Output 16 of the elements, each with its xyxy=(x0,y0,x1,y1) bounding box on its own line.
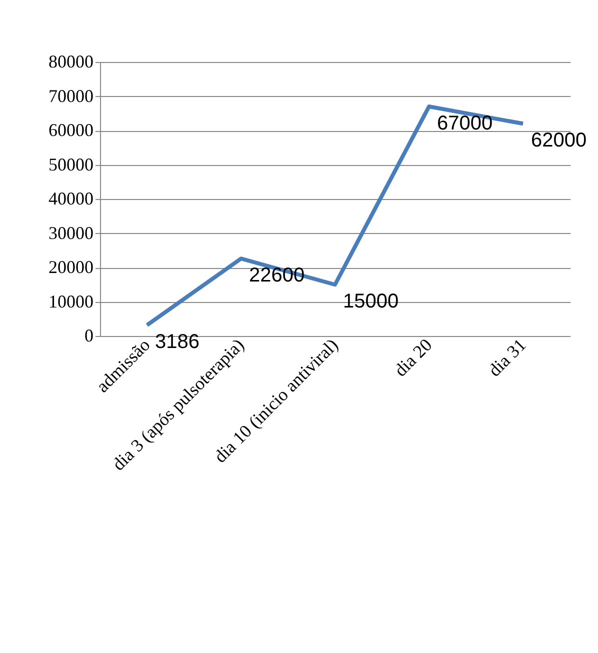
y-tick-label: 60000 xyxy=(48,120,94,140)
y-tick-label: 30000 xyxy=(48,222,94,243)
y-tick-label: 70000 xyxy=(48,86,94,106)
y-tick-label: 0 xyxy=(84,326,94,346)
line-series xyxy=(145,104,525,328)
data-label: 67000 xyxy=(437,112,493,135)
y-tick-label: 10000 xyxy=(48,291,94,312)
y-tick-label: 50000 xyxy=(48,154,94,174)
data-label: 15000 xyxy=(343,290,399,313)
y-tick-label: 20000 xyxy=(48,257,94,277)
y-tick-label: 40000 xyxy=(48,188,94,208)
x-tick-label: dia 20 xyxy=(390,334,436,380)
y-tick-label: 80000 xyxy=(48,52,94,72)
data-label: 62000 xyxy=(531,130,587,152)
data-label: 22600 xyxy=(249,264,305,287)
x-tick-label: dia 31 xyxy=(484,334,530,380)
